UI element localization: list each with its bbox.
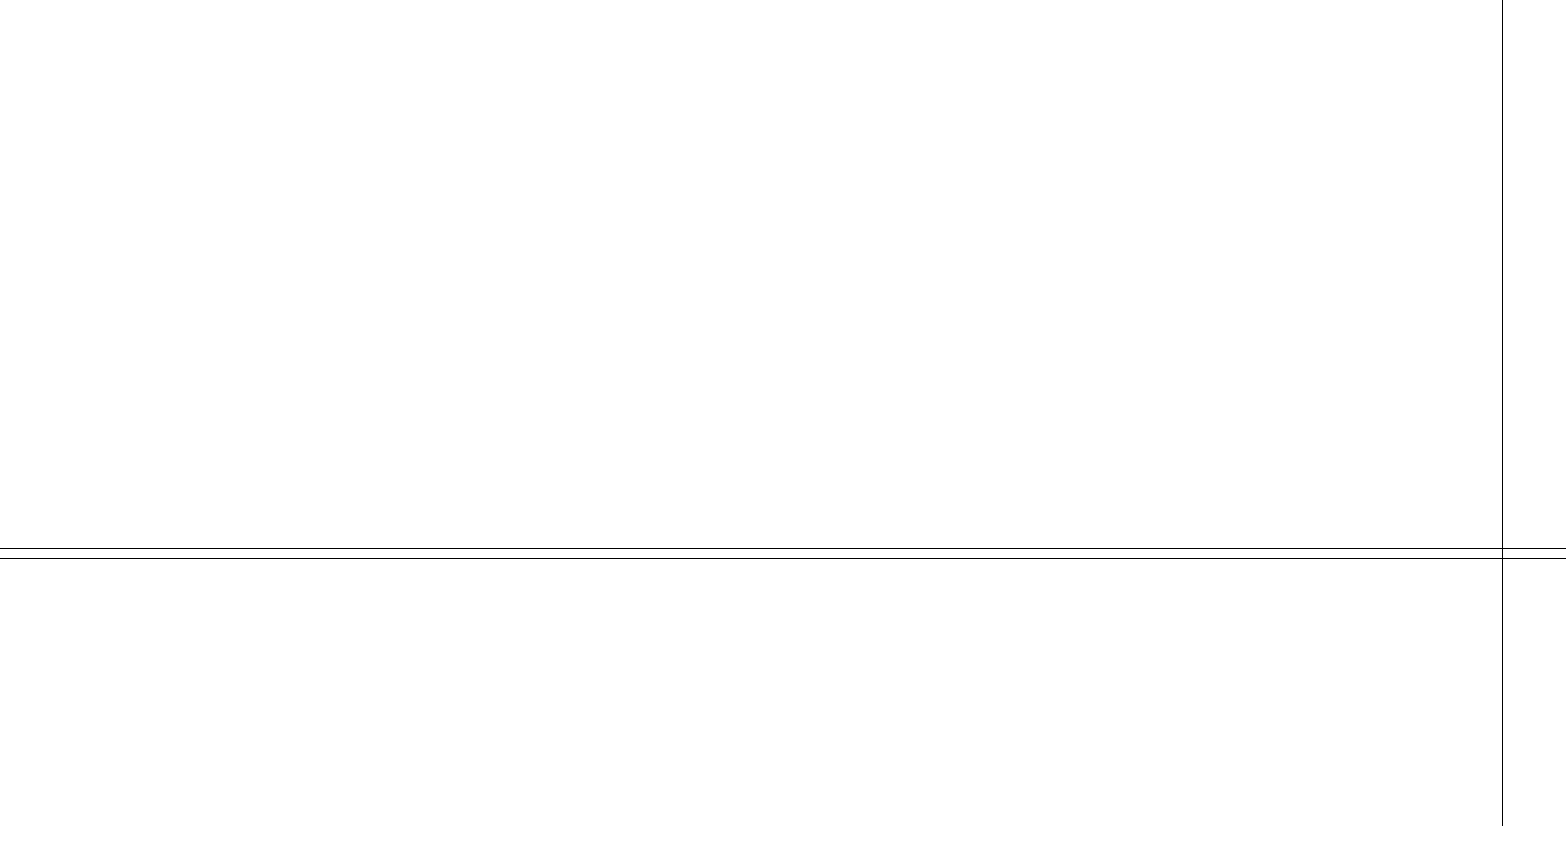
chart-title — [4, 4, 58, 46]
macd-label — [4, 561, 55, 603]
pane-separator-line[interactable] — [0, 558, 1566, 559]
price-chart[interactable] — [0, 0, 1502, 548]
macd-indicator-chart[interactable] — [0, 559, 1502, 826]
time-axis[interactable] — [0, 826, 1566, 850]
price-axis-border — [1502, 0, 1503, 826]
price-axis[interactable] — [1502, 0, 1566, 850]
pane-separator-line[interactable] — [0, 548, 1566, 549]
